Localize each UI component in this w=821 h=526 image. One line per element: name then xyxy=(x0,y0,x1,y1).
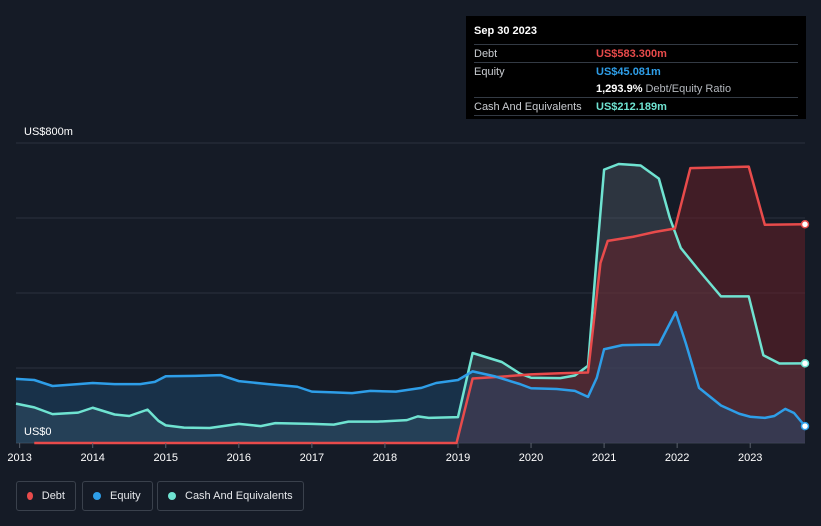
tooltip-cash-value: US$212.189m xyxy=(596,100,667,113)
hover-tooltip: Sep 30 2023 Debt US$583.300m Equity US$4… xyxy=(466,16,806,119)
x-tick-label-2023: 2023 xyxy=(738,452,762,464)
y-axis-top-label: US$800m xyxy=(24,126,73,138)
line-cash-and-equivalents xyxy=(15,162,806,430)
series-layer xyxy=(15,162,810,445)
legend-equity[interactable]: Equity xyxy=(82,481,153,511)
legend-debt-label: Debt xyxy=(41,490,65,502)
x-tick-label-2020: 2020 xyxy=(519,452,543,464)
tooltip-cash-label: Cash And Equivalents xyxy=(474,100,582,113)
area-debt xyxy=(34,166,805,443)
x-tick-label-2019: 2019 xyxy=(446,452,470,464)
tooltip-row-debt: Debt US$583.300m xyxy=(474,44,798,62)
tooltip-debt-label: Debt xyxy=(474,47,498,60)
x-tick-label-2018: 2018 xyxy=(373,452,397,464)
legend-cash-dot xyxy=(168,492,176,500)
tooltip-ratio-value: 1,293.9% xyxy=(596,82,643,95)
x-tick-label-2015: 2015 xyxy=(154,452,178,464)
tooltip-equity-label: Equity xyxy=(474,65,505,78)
x-axis: 2013 2014 2015 2016 2017 2018 2019 2020 2021 2022… xyxy=(7,443,762,464)
x-tick-label-2017: 2017 xyxy=(300,452,324,464)
tooltip-debt-value: US$583.300m xyxy=(596,47,667,60)
legend-equity-dot xyxy=(93,492,101,500)
x-tick-label-2013: 2013 xyxy=(7,452,31,464)
x-tick-label-2021: 2021 xyxy=(592,452,616,464)
line-equity xyxy=(15,310,806,427)
y-axis-bottom-label: US$0 xyxy=(24,426,52,438)
end-marker-equity[interactable] xyxy=(800,421,810,431)
tooltip-equity-value: US$45.081m xyxy=(596,65,661,78)
legend-cash[interactable]: Cash And Equivalents xyxy=(157,481,304,511)
x-tick-label-2014: 2014 xyxy=(80,452,104,464)
legend-debt[interactable]: Debt xyxy=(16,481,76,511)
tooltip-ratio-suffix: Debt/Equity Ratio xyxy=(645,82,732,95)
tooltip-row-equity: Equity US$45.081m xyxy=(474,62,798,80)
x-tick-label-2022: 2022 xyxy=(665,452,689,464)
end-marker-cash-and-equivalents[interactable] xyxy=(800,359,810,368)
end-marker-debt[interactable] xyxy=(800,220,810,229)
tooltip-row-cash: Cash And Equivalents US$212.189m xyxy=(474,97,798,116)
legend-debt-dot xyxy=(27,492,33,500)
area-equity xyxy=(16,312,805,443)
legend-equity-label: Equity xyxy=(110,490,141,502)
tooltip-row-ratio: 1,293.9% Debt/Equity Ratio xyxy=(474,80,798,97)
line-debt xyxy=(34,165,806,445)
tooltip-date: Sep 30 2023 xyxy=(474,25,537,37)
plot-future-shade xyxy=(805,143,821,443)
legend-cash-label: Cash And Equivalents xyxy=(185,490,293,502)
x-tick-label-2016: 2016 xyxy=(227,452,251,464)
